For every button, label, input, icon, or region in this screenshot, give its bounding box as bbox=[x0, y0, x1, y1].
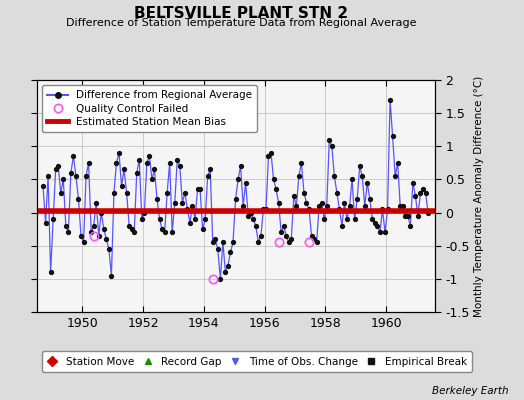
Text: Berkeley Earth: Berkeley Earth bbox=[432, 386, 508, 396]
Legend: Station Move, Record Gap, Time of Obs. Change, Empirical Break: Station Move, Record Gap, Time of Obs. C… bbox=[42, 351, 472, 372]
Text: BELTSVILLE PLANT STN 2: BELTSVILLE PLANT STN 2 bbox=[134, 6, 348, 21]
Text: Difference of Station Temperature Data from Regional Average: Difference of Station Temperature Data f… bbox=[66, 18, 416, 28]
Y-axis label: Monthly Temperature Anomaly Difference (°C): Monthly Temperature Anomaly Difference (… bbox=[474, 75, 484, 317]
